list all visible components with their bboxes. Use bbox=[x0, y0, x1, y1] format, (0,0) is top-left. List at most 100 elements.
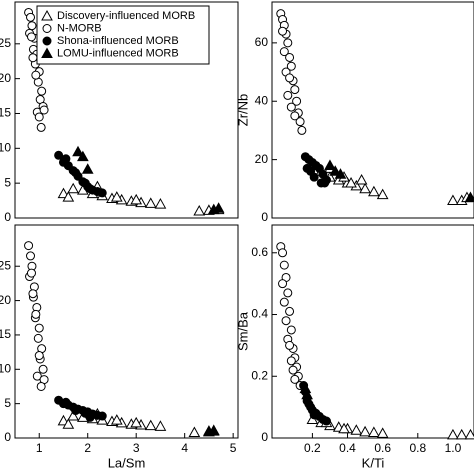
data-point bbox=[34, 112, 44, 122]
data-point bbox=[81, 163, 94, 174]
data-point bbox=[292, 96, 302, 106]
data-point bbox=[72, 145, 84, 157]
y-axis-label: Sm/Ba bbox=[235, 311, 250, 351]
data-point bbox=[207, 424, 220, 435]
data-point bbox=[34, 323, 44, 333]
data-point bbox=[295, 117, 305, 127]
data-point bbox=[61, 154, 71, 164]
y-tick-label: 5 bbox=[4, 175, 11, 189]
data-point bbox=[34, 351, 44, 361]
data-point bbox=[283, 90, 293, 100]
data-point bbox=[283, 288, 293, 298]
legend-label: Discovery-influenced MORB bbox=[57, 10, 195, 22]
x-tick-label: 1.0 bbox=[445, 441, 462, 455]
data-point bbox=[36, 122, 46, 132]
data-point bbox=[39, 105, 49, 115]
data-point bbox=[376, 188, 389, 200]
x-tick-label: 5 bbox=[230, 441, 237, 455]
data-point bbox=[71, 168, 81, 178]
data-point bbox=[54, 150, 64, 160]
data-point bbox=[61, 397, 71, 407]
legend-label: Shona-influenced MORB bbox=[57, 35, 179, 47]
data-point bbox=[368, 426, 380, 437]
y-tick-label: 0 bbox=[4, 430, 11, 444]
data-point bbox=[278, 279, 288, 289]
legend-label: LOMU-influenced MORB bbox=[57, 47, 179, 59]
data-point bbox=[464, 428, 474, 440]
data-point bbox=[279, 47, 289, 57]
data-point bbox=[368, 185, 380, 197]
data-point bbox=[278, 248, 288, 258]
data-point bbox=[71, 406, 81, 416]
data-point bbox=[31, 70, 41, 80]
y-tick-label: 40 bbox=[255, 93, 269, 107]
y-tick-label: 0.4 bbox=[251, 307, 268, 321]
y-tick-label: 0 bbox=[4, 210, 11, 224]
data-point bbox=[455, 428, 468, 440]
x-tick-label: 0.8 bbox=[409, 441, 426, 455]
data-point bbox=[359, 182, 371, 194]
data-point bbox=[329, 165, 342, 176]
data-point bbox=[97, 411, 107, 421]
x-tick-label: 0.4 bbox=[339, 441, 356, 455]
data-point bbox=[188, 426, 201, 438]
data-point bbox=[290, 85, 300, 95]
data-point bbox=[37, 86, 47, 96]
legend-marker bbox=[42, 36, 52, 46]
data-point bbox=[290, 111, 300, 121]
x-tick-label: 3 bbox=[133, 441, 140, 455]
data-point bbox=[278, 26, 288, 36]
data-point bbox=[320, 178, 330, 188]
data-point bbox=[285, 340, 295, 350]
y-tick-label: 0 bbox=[261, 430, 268, 444]
legend-marker bbox=[41, 47, 53, 58]
x-tick-label: 0.2 bbox=[304, 441, 321, 455]
legend-marker bbox=[42, 24, 52, 33]
data-point bbox=[97, 188, 107, 198]
plot-frame bbox=[14, 224, 239, 439]
plot-frame bbox=[14, 1, 239, 219]
data-point bbox=[36, 381, 46, 391]
y-axis-label: Zr/Nb bbox=[235, 94, 250, 127]
y-tick-label: 25 bbox=[0, 258, 11, 272]
y-tick-label: 15 bbox=[0, 106, 11, 120]
data-point bbox=[85, 412, 95, 422]
data-point bbox=[26, 32, 36, 42]
data-point bbox=[80, 178, 90, 188]
data-point bbox=[144, 197, 157, 208]
legend-label: N-MORB bbox=[57, 22, 102, 34]
data-point bbox=[279, 297, 289, 307]
x-axis-label: K/Ti bbox=[362, 455, 385, 470]
data-point bbox=[321, 416, 331, 426]
y-tick-label: 20 bbox=[0, 71, 11, 85]
data-point bbox=[67, 409, 80, 421]
y-tick-label: 0.6 bbox=[251, 245, 268, 259]
data-point bbox=[110, 191, 123, 202]
x-axis-label: La/Sm bbox=[108, 455, 146, 470]
data-point bbox=[447, 428, 459, 440]
data-point bbox=[26, 12, 36, 22]
plot-frame bbox=[271, 224, 474, 439]
data-point bbox=[28, 53, 38, 63]
data-point bbox=[306, 166, 316, 176]
x-tick-label: 2 bbox=[84, 441, 91, 455]
data-point bbox=[283, 38, 293, 48]
legend-box bbox=[36, 5, 210, 65]
data-point bbox=[309, 410, 319, 420]
data-point bbox=[290, 374, 300, 384]
y-tick-label: 10 bbox=[0, 140, 11, 154]
data-point bbox=[338, 422, 350, 434]
y-tick-label: 20 bbox=[0, 293, 11, 307]
x-tick-label: 4 bbox=[181, 441, 188, 455]
data-point bbox=[27, 21, 37, 31]
data-point bbox=[279, 260, 289, 270]
y-tick-label: 10 bbox=[0, 361, 11, 375]
x-tick-label: 1 bbox=[36, 441, 43, 455]
data-point bbox=[28, 289, 38, 299]
data-point bbox=[26, 268, 36, 278]
data-point bbox=[110, 414, 123, 425]
data-point bbox=[24, 241, 34, 251]
data-point bbox=[286, 325, 296, 335]
data-point bbox=[62, 418, 75, 429]
